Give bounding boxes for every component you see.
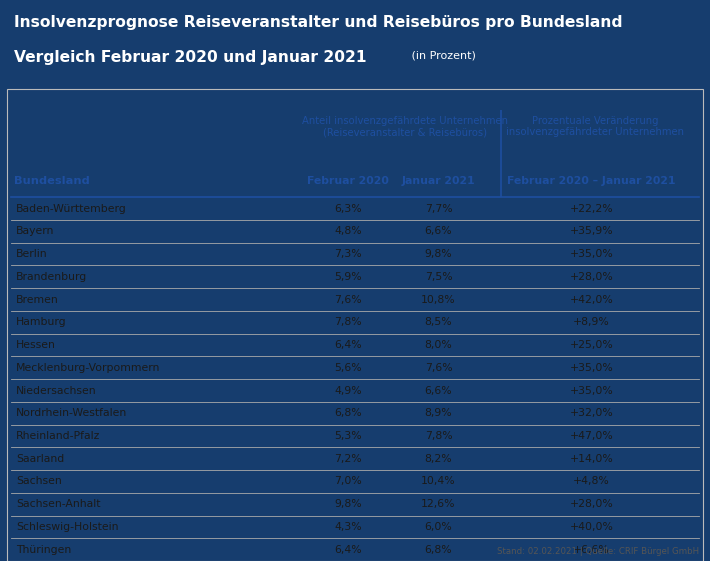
Text: +14,0%: +14,0% [569, 454, 613, 464]
Text: 6,6%: 6,6% [425, 227, 452, 236]
Text: 6,4%: 6,4% [334, 340, 362, 350]
Text: 9,8%: 9,8% [425, 249, 452, 259]
Text: 7,8%: 7,8% [425, 431, 452, 441]
Text: 6,4%: 6,4% [334, 545, 362, 555]
Text: Saarland: Saarland [16, 454, 65, 464]
Text: Baden-Württemberg: Baden-Württemberg [16, 204, 127, 214]
Text: Hessen: Hessen [16, 340, 56, 350]
Text: 7,6%: 7,6% [334, 295, 362, 305]
Text: Niedersachsen: Niedersachsen [16, 385, 97, 396]
Text: Februar 2020 – Januar 2021: Februar 2020 – Januar 2021 [508, 176, 676, 186]
Text: 7,3%: 7,3% [334, 249, 362, 259]
Text: 4,3%: 4,3% [334, 522, 362, 532]
Text: 7,5%: 7,5% [425, 272, 452, 282]
Text: +4,8%: +4,8% [573, 476, 610, 486]
Text: 12,6%: 12,6% [421, 499, 456, 509]
Text: 10,8%: 10,8% [421, 295, 456, 305]
Text: Bremen: Bremen [16, 295, 59, 305]
Text: 8,5%: 8,5% [425, 318, 452, 327]
Text: 6,8%: 6,8% [425, 545, 452, 555]
Text: 9,8%: 9,8% [334, 499, 362, 509]
Text: +40,0%: +40,0% [569, 522, 613, 532]
Text: Schleswig-Holstein: Schleswig-Holstein [16, 522, 119, 532]
Text: +42,0%: +42,0% [569, 295, 613, 305]
Text: Mecklenburg-Vorpommern: Mecklenburg-Vorpommern [16, 363, 160, 373]
Text: 6,0%: 6,0% [425, 522, 452, 532]
Text: Nordrhein-Westfalen: Nordrhein-Westfalen [16, 408, 127, 419]
Text: Februar 2020: Februar 2020 [307, 176, 389, 186]
Text: (in Prozent): (in Prozent) [408, 50, 476, 61]
Text: 6,3%: 6,3% [334, 204, 362, 214]
Text: +25,0%: +25,0% [569, 340, 613, 350]
Text: +35,9%: +35,9% [569, 227, 613, 236]
Text: Sachsen: Sachsen [16, 476, 62, 486]
Text: 8,0%: 8,0% [425, 340, 452, 350]
Text: 4,8%: 4,8% [334, 227, 362, 236]
Text: Januar 2021: Januar 2021 [402, 176, 475, 186]
Text: Hamburg: Hamburg [16, 318, 67, 327]
Text: +22,2%: +22,2% [569, 204, 613, 214]
Text: 5,6%: 5,6% [334, 363, 362, 373]
Text: Sachsen-Anhalt: Sachsen-Anhalt [16, 499, 101, 509]
Text: +28,0%: +28,0% [569, 272, 613, 282]
Text: Insolvenzprognose Reiseveranstalter und Reisebüros pro Bundesland: Insolvenzprognose Reiseveranstalter und … [14, 15, 623, 30]
Text: 8,9%: 8,9% [425, 408, 452, 419]
Text: 7,2%: 7,2% [334, 454, 362, 464]
Text: Bundesland: Bundesland [14, 176, 89, 186]
Text: Prozentuale Veränderung
insolvenzgefährdeter Unternehmen: Prozentuale Veränderung insolvenzgefährd… [506, 116, 684, 137]
Text: +32,0%: +32,0% [569, 408, 613, 419]
Text: Stand: 02.02.2021 | Quelle: CRIF Bürgel GmbH: Stand: 02.02.2021 | Quelle: CRIF Bürgel … [497, 548, 699, 557]
Text: Vergleich Februar 2020 und Januar 2021: Vergleich Februar 2020 und Januar 2021 [14, 50, 367, 66]
Text: 8,2%: 8,2% [425, 454, 452, 464]
Text: +35,0%: +35,0% [569, 363, 613, 373]
Text: 5,3%: 5,3% [334, 431, 362, 441]
Text: Berlin: Berlin [16, 249, 48, 259]
Text: +28,0%: +28,0% [569, 499, 613, 509]
Text: 7,6%: 7,6% [425, 363, 452, 373]
Text: 7,8%: 7,8% [334, 318, 362, 327]
Text: +47,0%: +47,0% [569, 431, 613, 441]
Text: +8,9%: +8,9% [573, 318, 610, 327]
Text: 4,9%: 4,9% [334, 385, 362, 396]
Text: 5,9%: 5,9% [334, 272, 362, 282]
Text: Thüringen: Thüringen [16, 545, 72, 555]
Text: 6,8%: 6,8% [334, 408, 362, 419]
Text: Anteil insolvenzgefährdete Unternehmen
(Reiseveranstalter & Reisebüros): Anteil insolvenzgefährdete Unternehmen (… [302, 116, 508, 137]
Text: Brandenburg: Brandenburg [16, 272, 87, 282]
Text: +6,6%: +6,6% [573, 545, 610, 555]
Text: +35,0%: +35,0% [569, 385, 613, 396]
Text: +35,0%: +35,0% [569, 249, 613, 259]
Text: Bayern: Bayern [16, 227, 55, 236]
Text: 7,7%: 7,7% [425, 204, 452, 214]
Text: 6,6%: 6,6% [425, 385, 452, 396]
Text: Rheinland-Pfalz: Rheinland-Pfalz [16, 431, 101, 441]
Text: 10,4%: 10,4% [421, 476, 456, 486]
Text: 7,0%: 7,0% [334, 476, 362, 486]
